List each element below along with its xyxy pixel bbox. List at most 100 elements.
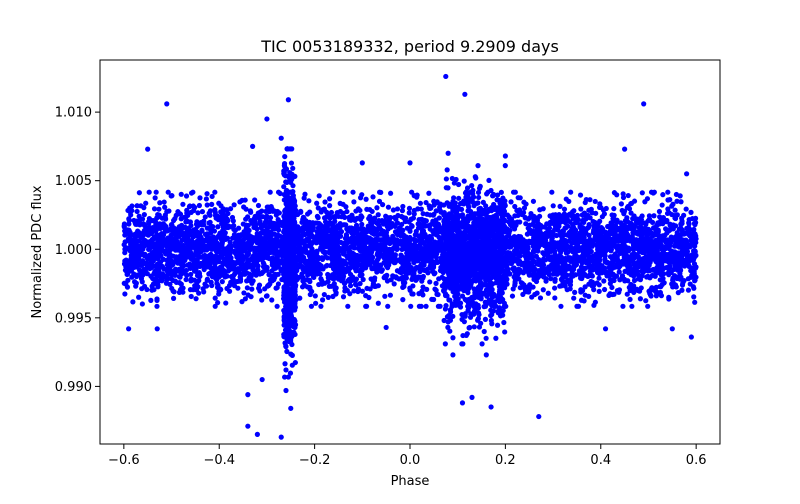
data-point xyxy=(552,217,559,223)
data-point xyxy=(173,254,179,260)
data-point xyxy=(660,192,666,198)
data-point xyxy=(401,268,407,275)
data-point xyxy=(391,281,397,287)
data-point xyxy=(384,255,390,261)
data-point xyxy=(683,206,689,212)
data-point xyxy=(577,275,584,281)
data-point xyxy=(393,274,399,280)
data-point xyxy=(523,221,529,227)
data-point xyxy=(579,266,586,272)
data-point xyxy=(163,237,169,243)
data-point xyxy=(320,249,326,255)
data-point xyxy=(248,294,254,300)
data-point xyxy=(391,239,397,245)
data-point xyxy=(254,226,260,232)
data-point xyxy=(241,266,247,272)
data-point xyxy=(180,270,187,276)
data-point xyxy=(201,266,207,273)
data-point xyxy=(385,303,391,309)
data-point xyxy=(643,221,649,228)
data-point xyxy=(565,223,571,229)
data-point xyxy=(388,190,394,196)
data-point xyxy=(622,227,628,233)
data-point xyxy=(387,292,393,298)
data-point xyxy=(191,268,198,274)
data-point xyxy=(318,303,324,309)
data-point xyxy=(517,285,523,291)
data-point xyxy=(344,208,350,215)
data-point xyxy=(437,303,443,309)
data-point xyxy=(129,207,135,214)
data-point xyxy=(244,250,250,257)
data-point xyxy=(301,277,307,283)
data-point xyxy=(517,219,523,225)
data-point xyxy=(591,287,597,293)
data-point xyxy=(370,254,376,260)
data-point xyxy=(409,276,415,283)
data-point xyxy=(300,216,306,223)
data-point xyxy=(673,262,679,268)
data-point xyxy=(570,246,576,252)
data-point xyxy=(423,303,429,309)
data-point xyxy=(275,217,281,223)
data-point xyxy=(599,249,605,255)
data-point xyxy=(427,212,433,218)
data-point xyxy=(372,275,378,281)
data-point xyxy=(191,257,198,263)
data-point xyxy=(328,220,334,226)
data-point xyxy=(262,250,268,256)
data-point xyxy=(209,282,215,289)
data-point xyxy=(639,190,645,196)
data-point xyxy=(637,277,644,283)
data-point xyxy=(636,288,643,294)
data-point xyxy=(136,190,142,196)
data-point xyxy=(150,275,156,282)
data-point xyxy=(134,208,140,215)
data-point xyxy=(180,285,186,291)
data-point xyxy=(545,290,551,296)
data-point xyxy=(223,300,229,306)
data-point xyxy=(560,217,566,223)
data-point xyxy=(264,255,271,261)
data-point xyxy=(384,239,391,246)
data-point xyxy=(627,263,633,269)
data-point xyxy=(344,287,350,294)
data-point xyxy=(579,212,585,218)
data-point xyxy=(204,202,210,208)
data-point xyxy=(434,259,441,266)
data-point xyxy=(581,234,587,241)
data-point xyxy=(130,299,136,305)
data-point xyxy=(360,252,366,258)
data-point xyxy=(686,220,692,226)
data-point xyxy=(407,242,413,249)
data-point xyxy=(343,232,350,238)
data-point xyxy=(345,237,351,243)
data-point xyxy=(672,207,678,213)
data-point xyxy=(149,249,155,256)
data-point xyxy=(309,233,315,239)
data-point xyxy=(533,278,540,285)
data-point xyxy=(202,261,208,267)
data-point xyxy=(341,258,348,265)
data-point xyxy=(236,225,242,231)
data-point xyxy=(679,218,685,224)
data-point xyxy=(156,268,162,274)
data-point xyxy=(598,233,604,240)
data-point xyxy=(215,300,221,306)
data-point xyxy=(376,198,383,204)
data-point xyxy=(436,276,442,282)
data-point xyxy=(596,275,602,281)
data-point xyxy=(672,250,679,256)
data-point xyxy=(199,209,206,215)
data-point xyxy=(140,239,146,246)
data-point xyxy=(531,258,537,265)
data-point xyxy=(673,241,679,247)
data-point xyxy=(141,212,147,218)
data-point xyxy=(380,202,386,208)
data-point xyxy=(572,272,579,278)
data-point xyxy=(243,206,249,212)
data-point xyxy=(526,260,532,266)
data-point xyxy=(636,225,642,231)
data-point xyxy=(305,228,311,234)
data-point xyxy=(419,230,425,237)
